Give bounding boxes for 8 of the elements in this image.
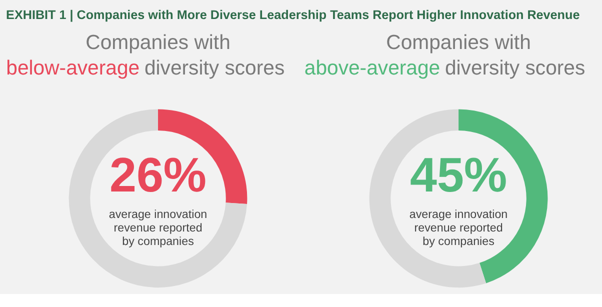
text: EXHIBIT 1 | Companies with More Diverse Leadership Teams Report Higher Innovation Revenue	[6, 8, 580, 22]
chart-title: Companies with above-average diversity scores	[304, 32, 586, 80]
data-label: 26%	[110, 148, 207, 203]
text: average innovation revenue reported by companies	[108, 208, 208, 248]
donut-slice	[68, 109, 248, 288]
chart-title: Companies with below-average diversity scores	[6, 32, 285, 80]
data-label: 45%	[410, 148, 508, 203]
text: average innovation revenue reported by companies	[409, 208, 508, 248]
